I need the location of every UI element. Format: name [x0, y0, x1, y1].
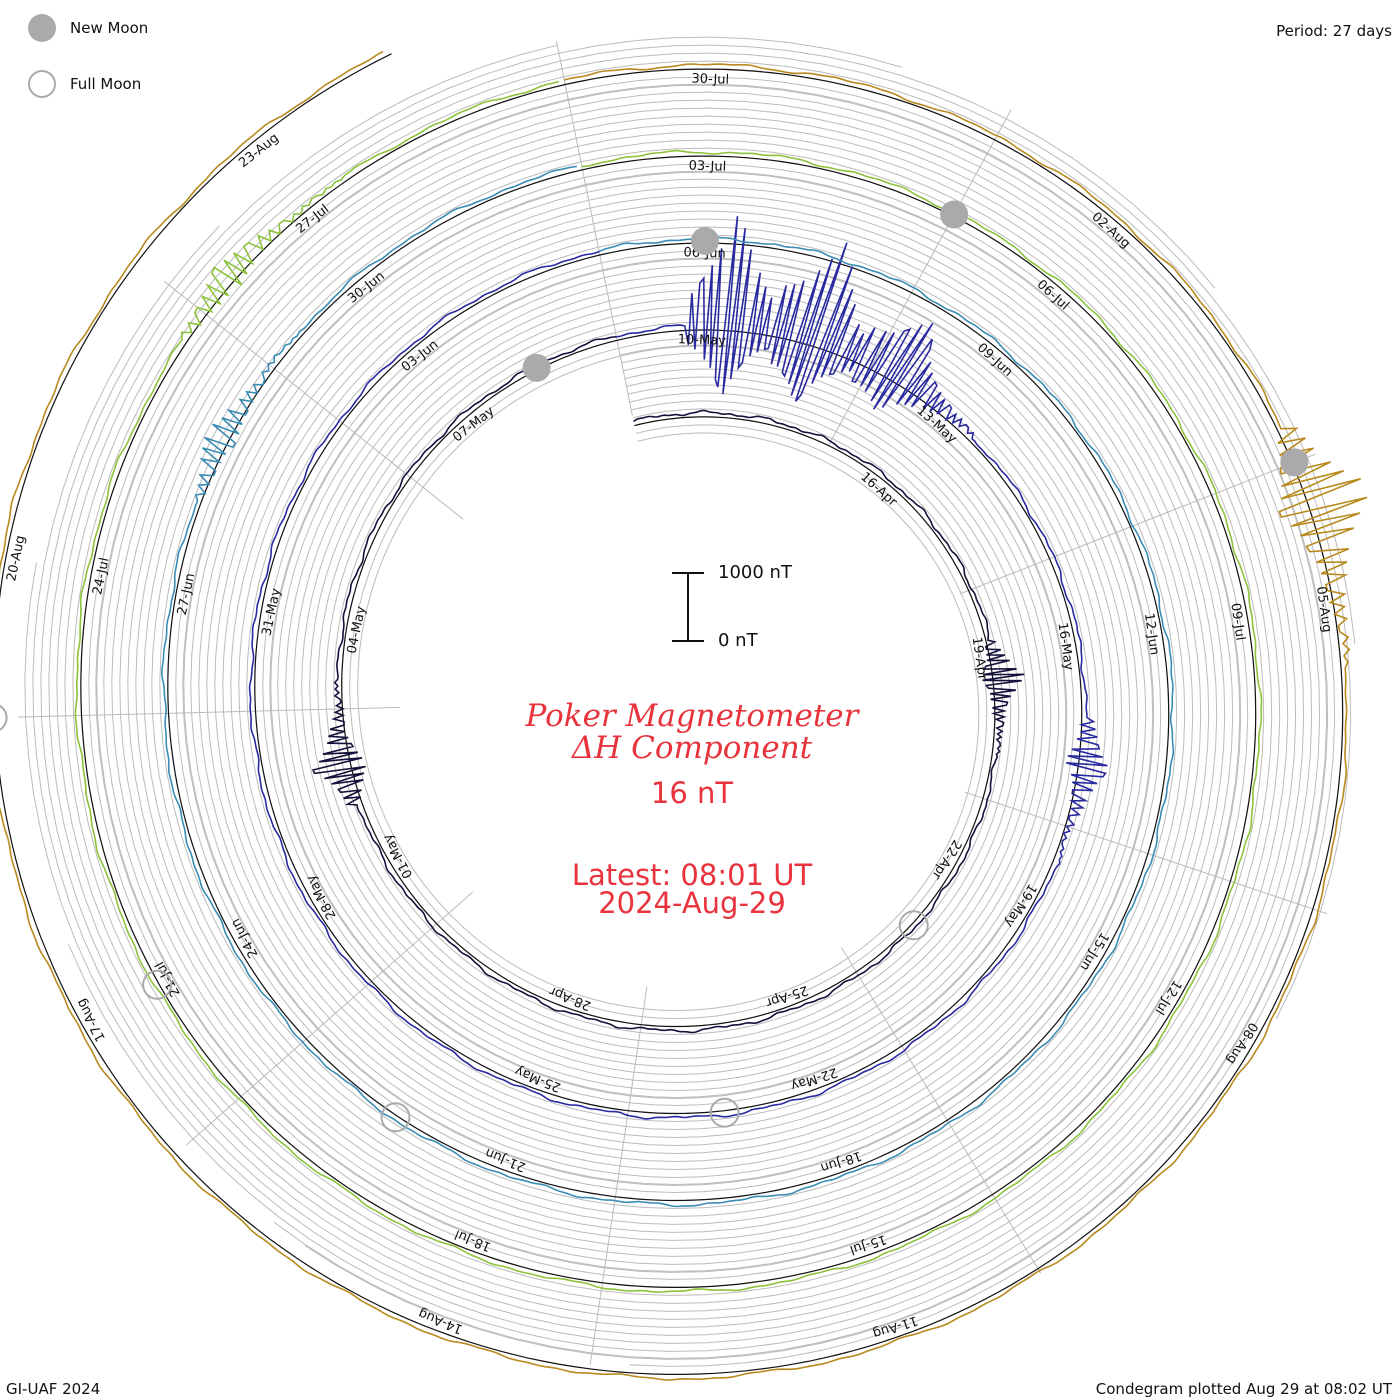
grid-ring	[88, 76, 1336, 1367]
latest-value: 16 nT	[650, 776, 734, 810]
scale-bar	[672, 572, 704, 642]
credit-label: GI-UAF 2024	[6, 1380, 101, 1398]
grid-ring	[68, 91, 1321, 1352]
new-moon-marker	[940, 200, 969, 229]
trace-cycle-5	[0, 50, 1368, 1381]
full-moon-marker	[898, 910, 929, 941]
date-tick-label: 11-Aug	[871, 1312, 920, 1341]
grid-spoke	[589, 986, 648, 1365]
scale-top-label: 1000 nT	[718, 562, 792, 583]
legend-full-moon-label: Full Moon	[70, 75, 142, 93]
chart-title-line2: ΔH Component	[571, 730, 813, 766]
moon-layer	[0, 200, 1309, 1133]
latest-time: Latest: 08:01 UT	[571, 858, 813, 892]
date-tick-label: 08-Aug	[1223, 1019, 1260, 1066]
baseline-spiral	[0, 53, 1344, 1376]
grid-spoke	[840, 947, 1042, 1274]
date-tick-label: 09-Jul	[1227, 602, 1247, 641]
date-tick-label: 10-May	[678, 332, 727, 349]
grid-ring	[95, 83, 1329, 1360]
full-moon-marker	[0, 704, 8, 731]
axis-layer	[0, 53, 1344, 1376]
grid-ring	[72, 60, 1352, 1296]
date-tick-label: 04-May	[345, 605, 370, 655]
scale-bottom-label: 0 nT	[718, 630, 758, 651]
date-tick-label: 31-May	[259, 587, 284, 637]
date-tick-label: 16-May	[1054, 622, 1076, 672]
new-moon-marker	[691, 227, 719, 255]
legend-new-moon-label: New Moon	[70, 19, 149, 37]
new-moon-marker	[522, 353, 551, 382]
grid-ring	[96, 84, 1328, 1359]
trace-layer	[0, 50, 1368, 1381]
chart-title-line1: Poker Magnetometer	[525, 698, 859, 734]
new-moon-icon	[28, 14, 56, 42]
trace-cycle-2	[248, 216, 1108, 1120]
legend-full-moon: Full Moon	[28, 70, 141, 98]
date-tick-label: 19-Apr	[969, 636, 990, 682]
full-moon-marker	[709, 1097, 740, 1128]
grid-spoke	[186, 891, 474, 1146]
date-tick-label: 19-May	[1001, 881, 1039, 930]
grid-ring	[24, 99, 1313, 1344]
full-moon-marker	[142, 969, 173, 1000]
date-tick-label: 20-Aug	[4, 534, 28, 582]
full-moon-marker	[380, 1102, 411, 1133]
trace-cycle-1	[311, 336, 1025, 1034]
date-tick-label: 16-Apr	[857, 470, 900, 511]
latest-date: 2024-Aug-29	[598, 886, 786, 920]
date-tick-label: 27-Jun	[175, 572, 198, 616]
trace-cycle-3	[160, 165, 1175, 1208]
trace-cycle-4	[74, 80, 1263, 1294]
legend-new-moon: New Moon	[28, 14, 148, 42]
grid-ring	[32, 107, 1305, 1336]
grid-spoke	[164, 280, 464, 520]
grid-spoke	[828, 109, 1012, 446]
new-moon-marker	[1280, 448, 1309, 477]
date-tick-label: 30-Jul	[691, 71, 729, 87]
grid-spoke	[964, 791, 1328, 915]
date-tick-label: 22-May	[789, 1064, 840, 1093]
date-tick-label: 12-Jun	[1141, 612, 1162, 656]
plotted-label: Condegram plotted Aug 29 at 08:02 UT	[1095, 1380, 1392, 1398]
date-tick-label: 05-Aug	[1313, 586, 1334, 634]
grid-spoke	[959, 453, 1316, 595]
period-label: Period: 27 days	[1276, 22, 1392, 40]
grid-ring	[56, 44, 1281, 1312]
grid-ring	[64, 52, 1356, 1304]
date-tick-label: 03-Jul	[688, 158, 726, 174]
full-moon-icon	[28, 70, 56, 98]
grid-spoke	[556, 41, 633, 416]
grid-ring	[48, 36, 1289, 1320]
date-tick-label: 18-Jul	[453, 1226, 494, 1254]
